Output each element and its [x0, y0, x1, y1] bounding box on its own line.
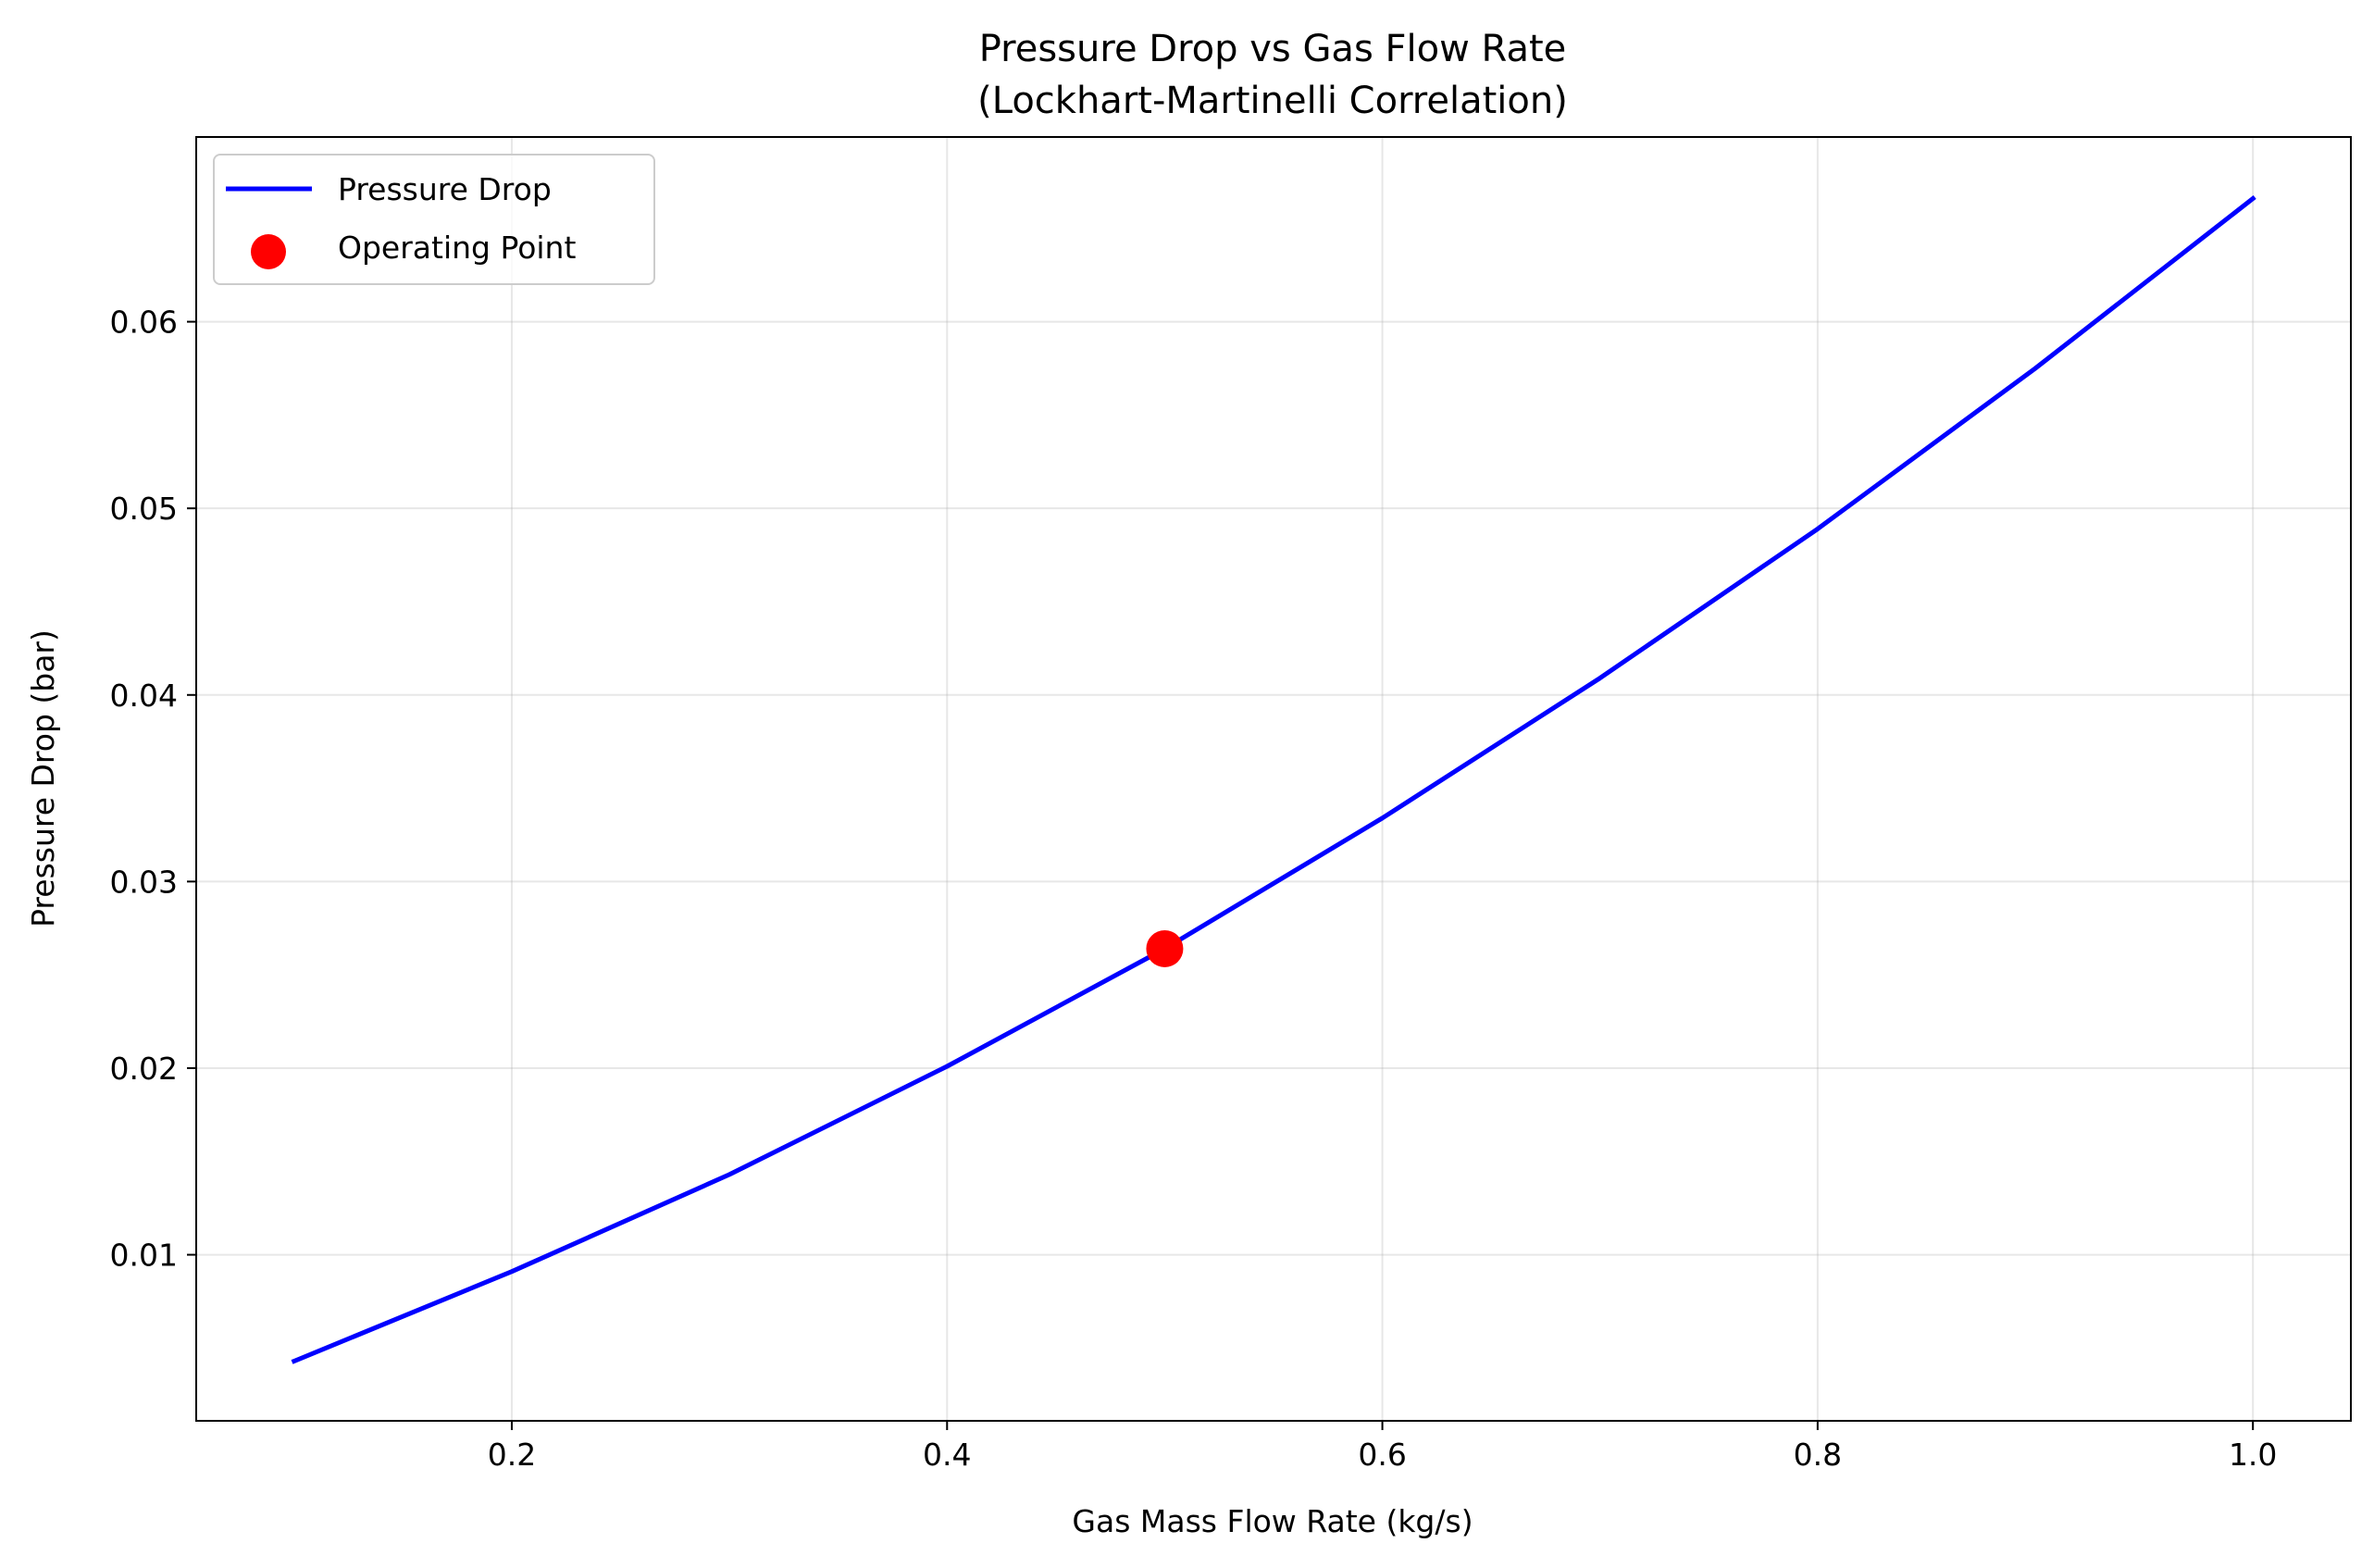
y-tick-label: 0.01: [110, 1238, 178, 1274]
x-tick-label: 0.2: [488, 1437, 536, 1473]
chart-subtitle: (Lockhart-Martinelli Correlation): [977, 80, 1568, 122]
legend-box: [213, 154, 655, 285]
y-tick-label: 0.03: [110, 864, 178, 900]
x-tick-label: 0.4: [923, 1437, 971, 1473]
legend-label-operating-point: Operating Point: [338, 230, 576, 266]
x-tick-label: 0.6: [1358, 1437, 1406, 1473]
y-tick-label: 0.05: [110, 491, 178, 527]
y-tick-label: 0.04: [110, 678, 178, 714]
chart-title: Pressure Drop vs Gas Flow Rate: [979, 28, 1567, 70]
legend-label-pressure-drop: Pressure Drop: [338, 171, 552, 207]
axis-ticks: 0.2 0.4 0.6 0.8 1.0 0.01 0.02 0.03 0.04 0.05 0.06: [110, 305, 2278, 1473]
plot-frame: [195, 136, 2352, 1422]
x-tick-label: 1.0: [2229, 1437, 2277, 1473]
x-tick-label: 0.8: [1794, 1437, 1842, 1473]
plot-series: [291, 194, 2256, 1364]
y-axis-label: Pressure Drop (bar): [25, 629, 61, 927]
y-tick-label: 0.06: [110, 305, 178, 341]
operating-point-marker: [1146, 929, 1184, 967]
grid: [196, 137, 2351, 1421]
y-tick-label: 0.02: [110, 1051, 178, 1087]
x-axis-label: Gas Mass Flow Rate (kg/s): [1072, 1503, 1473, 1539]
series-line-pressure-drop: [291, 194, 2256, 1364]
legend-point-swatch: [251, 234, 286, 269]
legend: Pressure Drop Operating Point: [213, 154, 655, 285]
